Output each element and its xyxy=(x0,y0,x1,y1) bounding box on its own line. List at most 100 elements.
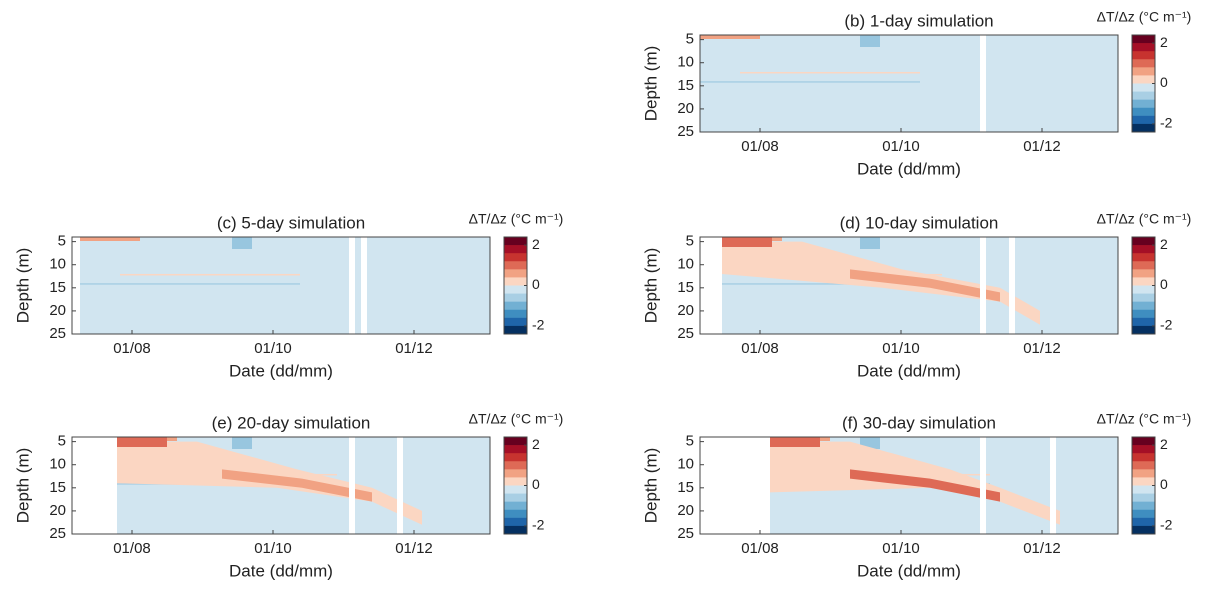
y-tick-label: 5 xyxy=(686,31,694,48)
colorbar-level xyxy=(504,525,527,535)
x-tick-label: 01/10 xyxy=(254,540,292,557)
colorbar-level xyxy=(1132,35,1155,44)
y-tick-label: 5 xyxy=(58,433,66,450)
colorbar-level xyxy=(1132,67,1155,76)
colorbar-tick-label: 2 xyxy=(1160,34,1168,50)
colorbar-level xyxy=(1132,107,1155,117)
data-gap xyxy=(397,437,403,534)
colorbar-level xyxy=(504,477,527,486)
colorbar-level xyxy=(504,261,527,270)
x-tick-label: 01/10 xyxy=(254,340,292,357)
y-tick-label: 25 xyxy=(677,325,694,342)
colorbar-tick-label: 2 xyxy=(1160,236,1168,252)
x-axis-label: Date (dd/mm) xyxy=(229,561,333,580)
colorbar-level xyxy=(504,293,527,303)
heatmap xyxy=(722,237,1118,334)
x-axis-label: Date (dd/mm) xyxy=(229,361,333,380)
plot-frame xyxy=(699,34,1119,133)
colorbar-tick-label: 2 xyxy=(532,236,540,252)
colorbar-level xyxy=(504,517,527,527)
y-tick-label: 20 xyxy=(49,502,66,519)
heat-field xyxy=(700,35,1118,132)
colorbar-tick-label: -2 xyxy=(532,317,545,333)
colorbar-level xyxy=(1132,237,1155,246)
data-gap xyxy=(980,437,986,534)
colorbar-level xyxy=(1132,485,1155,495)
colorbar-level xyxy=(1132,245,1155,254)
colorbar-level xyxy=(1132,99,1155,109)
x-tick-label: 01/10 xyxy=(882,340,920,357)
colorbar-label: ΔT/Δz (°C m⁻¹) xyxy=(1097,411,1192,427)
colorbar-level xyxy=(1132,509,1155,519)
x-tick-label: 01/12 xyxy=(1023,138,1061,155)
streak xyxy=(80,283,300,285)
colorbar-level xyxy=(1132,453,1155,462)
data-gap xyxy=(361,237,367,334)
data-gap xyxy=(980,237,986,334)
y-tick-label: 10 xyxy=(677,256,694,273)
colorbar-level xyxy=(504,285,527,295)
y-tick-label: 25 xyxy=(677,123,694,140)
colorbar-level xyxy=(1132,525,1155,535)
y-axis-label: Depth (m) xyxy=(641,46,660,122)
warm-core xyxy=(850,469,1000,502)
plot-frame xyxy=(71,436,491,535)
y-tick-label: 25 xyxy=(49,325,66,342)
x-tick-label: 01/10 xyxy=(882,540,920,557)
streak xyxy=(722,283,942,285)
y-tick-label: 10 xyxy=(49,456,66,473)
surface-cool xyxy=(232,237,252,249)
panel-title: (c) 5-day simulation xyxy=(217,213,365,232)
x-tick-label: 01/08 xyxy=(741,340,779,357)
y-tick-label: 10 xyxy=(677,456,694,473)
surface-cool xyxy=(232,437,252,449)
y-axis-label: Depth (m) xyxy=(641,248,660,324)
heatmap xyxy=(80,237,490,334)
y-tick-label: 5 xyxy=(686,233,694,250)
x-tick-label: 01/12 xyxy=(395,540,433,557)
colorbar-label: ΔT/Δz (°C m⁻¹) xyxy=(469,411,564,427)
warm-band xyxy=(722,241,1040,325)
y-tick-label: 20 xyxy=(677,502,694,519)
x-axis-label: Date (dd/mm) xyxy=(857,159,961,178)
colorbar-level xyxy=(1132,469,1155,478)
colorbar-tick-label: 0 xyxy=(1160,276,1168,292)
data-gap xyxy=(1009,237,1015,334)
colorbar-level xyxy=(504,461,527,470)
colorbar-tick-label: 2 xyxy=(1160,436,1168,452)
colorbar-level xyxy=(504,485,527,495)
colorbar-level xyxy=(1132,51,1155,60)
surface-warm xyxy=(80,237,140,241)
colorbar-level xyxy=(1132,285,1155,295)
panel-title: (d) 10-day simulation xyxy=(840,213,999,232)
surface-warm xyxy=(117,437,167,447)
x-axis-label: Date (dd/mm) xyxy=(857,561,961,580)
x-tick-label: 01/12 xyxy=(1023,340,1061,357)
colorbar-level xyxy=(1132,293,1155,303)
surface-cool xyxy=(860,237,880,249)
colorbar-tick-label: 0 xyxy=(1160,74,1168,90)
colorbar-level xyxy=(504,301,527,311)
colorbar-level xyxy=(1132,317,1155,327)
colorbar-level xyxy=(504,269,527,278)
colorbar-level xyxy=(504,309,527,319)
x-axis-label: Date (dd/mm) xyxy=(857,361,961,380)
colorbar-tick-label: -2 xyxy=(1160,317,1173,333)
surface-warm xyxy=(700,35,760,39)
colorbar-level xyxy=(504,453,527,462)
data-gap xyxy=(349,437,355,534)
heat-field xyxy=(80,237,490,334)
colorbar-level xyxy=(1132,325,1155,335)
colorbar-level xyxy=(1132,123,1155,133)
panel-title: (b) 1-day simulation xyxy=(844,11,993,30)
data-gap xyxy=(1050,437,1056,534)
colorbar-level xyxy=(1132,501,1155,511)
x-tick-label: 01/10 xyxy=(882,138,920,155)
colorbar-level xyxy=(1132,437,1155,446)
y-axis-label: Depth (m) xyxy=(641,448,660,524)
colorbar-tick-label: -2 xyxy=(1160,517,1173,533)
x-tick-label: 01/12 xyxy=(395,340,433,357)
colorbar-level xyxy=(504,253,527,262)
warm-core xyxy=(850,269,1000,302)
y-tick-label: 10 xyxy=(677,54,694,71)
